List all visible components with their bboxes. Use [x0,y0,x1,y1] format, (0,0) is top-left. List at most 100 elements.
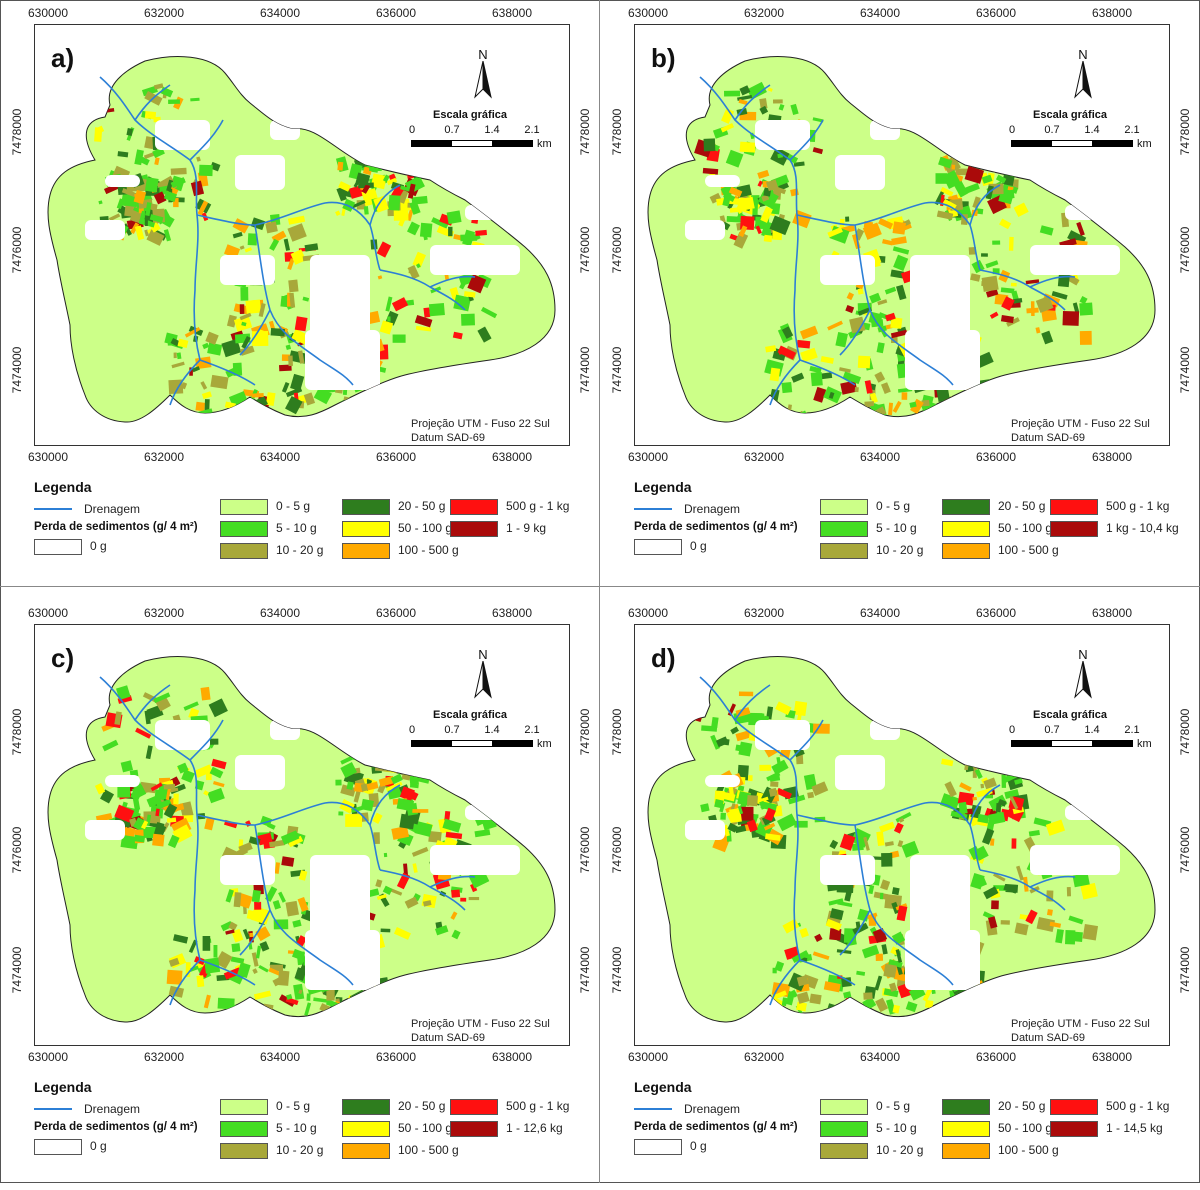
loss-patch [1010,282,1017,287]
zero-loss-area [835,155,885,190]
loss-patch [174,803,185,812]
loss-patch [242,407,252,419]
x-tick-label: 638000 [1091,6,1133,20]
scale-tick-label: 0.7 [1044,124,1060,136]
loss-patch [861,944,880,959]
loss-patch [183,701,199,711]
loss-patch [868,885,875,895]
loss-patch [721,738,730,746]
loss-patch [340,762,358,779]
loss-patch [290,249,306,265]
legend-item-label: 500 g - 1 kg [506,1099,570,1113]
loss-patch [863,836,870,851]
projection-line: Datum SAD-69 [1011,432,1085,444]
y-tick-label: 7478000 [1178,708,1192,756]
loss-patch [232,416,248,423]
zero-loss-area [305,330,380,390]
loss-patch [813,723,830,734]
loss-patch [412,809,429,813]
loss-patch [434,925,449,936]
legend-item-label: 10 - 20 g [876,543,924,557]
loss-patch [737,805,744,815]
x-tick-label: 630000 [27,1050,69,1064]
loss-patch [215,951,233,969]
loss-patch [1000,314,1014,324]
loss-patch [891,901,900,915]
zero-loss-area [430,845,520,875]
zero-loss-area [820,855,875,885]
legend-swatch [220,543,268,559]
drainage-line [134,684,171,721]
y-tick-label: 7476000 [610,826,624,874]
projection-note: Projeção UTM - Fuso 22 Sul Datum SAD-69 [411,1017,550,1045]
loss-patch [100,789,115,804]
legend-drainage: Drenagem [34,1102,184,1116]
loss-patch [279,364,292,372]
loss-patch [341,207,346,217]
loss-patch [999,766,1007,771]
loss-patch [892,246,910,255]
legend-item-label: 50 - 100 g [398,521,453,535]
loss-patch [474,829,491,838]
loss-patch [891,236,907,246]
loss-patch [884,286,897,295]
scale-tick-label: 2.1 [1124,724,1140,736]
loss-patch [168,379,184,395]
loss-patch [298,870,308,881]
loss-patch [173,793,179,805]
loss-patch [221,338,242,358]
loss-patch [313,997,329,1003]
loss-patch [812,117,824,123]
loss-patch [839,367,851,373]
loss-patch [771,990,787,1001]
loss-patch [985,260,999,269]
loss-patch [280,295,290,308]
loss-patch [875,997,889,1013]
loss-patch [1000,287,1015,294]
zero-loss-area [105,175,140,187]
y-tick-label: 7474000 [610,346,624,394]
drainage-swatch [34,1108,72,1110]
loss-patch [860,1012,870,1023]
loss-patch [888,959,903,968]
loss-patch [348,1002,355,1007]
loss-patch [746,819,758,833]
loss-patch [287,835,304,848]
loss-patch [775,701,792,716]
loss-patch [237,962,251,978]
loss-patch [346,397,356,410]
legend-loss-title: Perda de sedimentos (g/ 4 m²) [34,521,198,533]
loss-patch [342,1002,358,1008]
loss-patch [776,787,792,800]
scale-segment [412,141,452,146]
legend-item-label: 10 - 20 g [276,1143,324,1157]
loss-patch [1036,917,1056,932]
loss-patch [992,240,1001,245]
loss-patch [249,932,254,938]
loss-patch [376,241,392,258]
loss-patch [414,314,433,328]
loss-patch [703,138,716,152]
loss-patch [262,1003,274,1014]
loss-patch [738,741,753,757]
loss-patch [981,275,999,292]
zero-loss-area [905,330,980,390]
loss-patch [746,794,758,807]
loss-patch [957,791,975,806]
loss-patch [766,706,774,720]
loss-patch [176,352,182,360]
scale-tick-label: 2.1 [524,724,540,736]
scale-tick-label: 0.7 [1044,724,1060,736]
loss-patch [951,164,956,170]
watershed-map [647,656,1156,1023]
y-tick-label: 7474000 [1178,346,1192,394]
legend-drainage: Drenagem [634,502,784,516]
loss-patch [864,380,873,394]
legend-item-label: 50 - 100 g [398,1121,453,1135]
loss-patch [388,195,401,211]
zero-loss-area [1030,245,1120,275]
loss-patch [702,167,719,175]
zero-loss-area [235,155,285,190]
loss-patch [177,338,189,348]
loss-patch [755,819,774,839]
